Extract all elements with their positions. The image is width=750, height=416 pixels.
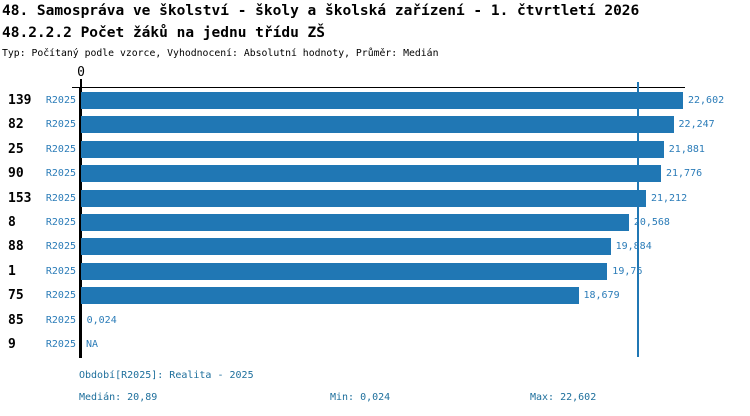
bar: [81, 262, 608, 280]
row-period-label: R2025: [45, 265, 76, 277]
footer-median: Medián: 20,89: [79, 392, 158, 403]
bar-value-label: 18,679: [583, 290, 620, 302]
row-period-label: R2025: [45, 143, 76, 155]
median-reference-line: [637, 82, 639, 357]
bar-value-label: 22,247: [678, 119, 715, 131]
bar: [81, 238, 611, 256]
footer-period-line: Období[R2025]: Realita - 2025: [79, 370, 254, 381]
row-id-label: 75: [8, 288, 24, 304]
row-period-label: R2025: [45, 339, 76, 351]
row-id-label: 85: [8, 312, 24, 328]
chart-row: 75 R2025 18,679: [0, 284, 750, 308]
chart-row: 90 R2025 21,776: [0, 161, 750, 185]
row-id-label: 25: [8, 141, 24, 157]
bar-value-label: 19,884: [615, 241, 652, 253]
bar-value-label: 21,776: [665, 168, 703, 180]
row-id-label: 139: [8, 92, 32, 108]
bar-value-label: 21,881: [668, 143, 705, 155]
chart-row: 1 R2025 19,76: [0, 259, 750, 283]
bar: [81, 189, 646, 207]
bar-value-label: 0,024: [86, 314, 117, 326]
chart-row: 25 R2025 21,881: [0, 137, 750, 161]
bar: [81, 91, 683, 109]
row-id-label: 90: [8, 166, 24, 182]
row-period-label: R2025: [45, 192, 76, 204]
x-axis-line: [72, 86, 685, 89]
bar: [81, 213, 629, 231]
chart-row: 82 R2025 22,247: [0, 112, 750, 136]
bar-value-label: 21,212: [650, 192, 688, 204]
row-period-label: R2025: [45, 314, 76, 326]
bar-value-label: 20,568: [633, 216, 670, 228]
row-id-label: 88: [8, 239, 24, 255]
bar-value-label: 19,76: [612, 265, 643, 277]
bar: [81, 140, 664, 158]
chart-row: 139 R2025 22,602: [0, 88, 750, 112]
chart-title: 48.2.2.2 Počet žáků na jednu třídu ZŠ: [2, 25, 326, 41]
row-id-label: 8: [8, 214, 16, 230]
row-period-label: R2025: [45, 241, 76, 253]
row-period-label: R2025: [45, 168, 76, 180]
row-period-label: R2025: [45, 94, 76, 106]
row-id-label: 82: [8, 117, 24, 133]
row-period-label: R2025: [45, 290, 76, 302]
bar-value-label: 22,602: [688, 94, 725, 106]
row-period-label: R2025: [45, 119, 76, 131]
footer-max: Max: 22,602: [530, 392, 597, 403]
x-axis-zero-tick: [80, 79, 82, 87]
row-id-label: 153: [8, 190, 32, 206]
chart-row: 153 R2025 21,212: [0, 186, 750, 210]
row-id-label: 1: [8, 263, 16, 279]
chart-row: 9 R2025 NA: [0, 333, 750, 357]
chart-type-line: Typ: Počítaný podle vzorce, Vyhodnocení:…: [2, 48, 439, 59]
bar-value-label: NA: [86, 339, 99, 351]
row-id-label: 9: [8, 337, 16, 353]
chart-row: 8 R2025 20,568: [0, 210, 750, 234]
chart-row: 88 R2025 19,884: [0, 235, 750, 259]
bar: [81, 165, 661, 183]
footer-min: Min: 0,024: [330, 392, 391, 403]
row-period-label: R2025: [45, 216, 76, 228]
x-axis-zero-tick-label: 0: [77, 65, 85, 80]
bar: [81, 116, 674, 134]
bar: [81, 287, 579, 305]
y-axis-line: [79, 86, 82, 358]
chart-row: 85 R2025 0,024: [0, 308, 750, 332]
page-title: 48. Samospráva ve školství - školy a ško…: [2, 3, 640, 19]
